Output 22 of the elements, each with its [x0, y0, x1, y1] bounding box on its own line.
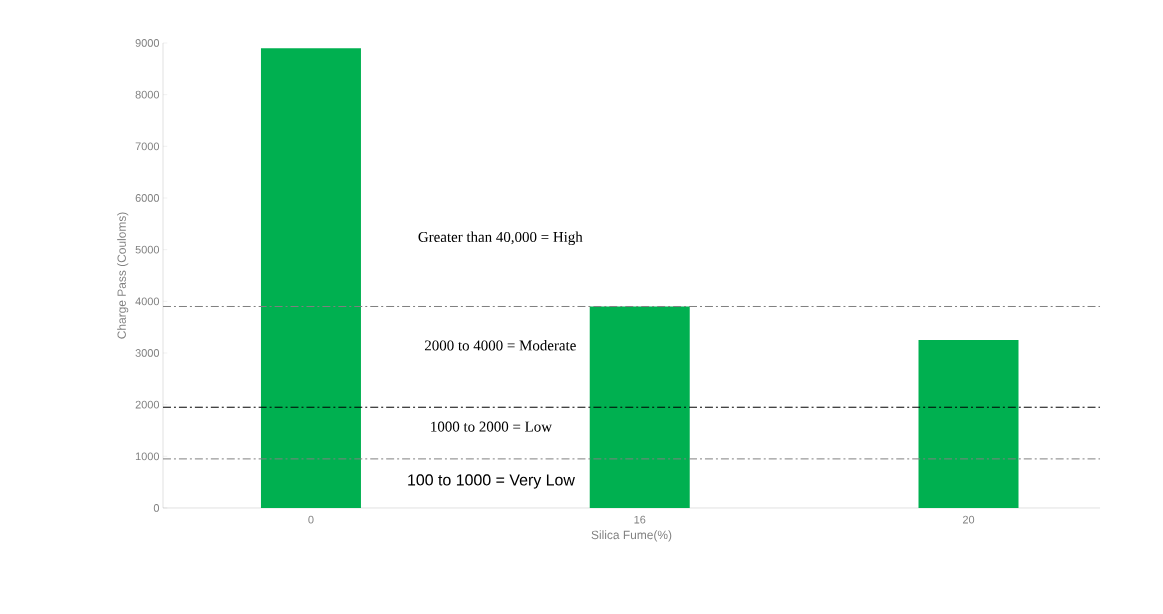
- x-tick-label: 0: [308, 515, 314, 524]
- y-tick-label: 6000: [135, 194, 160, 202]
- annotation: 1000 to 2000 = Low: [431, 421, 552, 432]
- y-axis-title: Charge Pass (Couloms): [117, 212, 129, 339]
- annotation: 2000 to 4000 = Moderate: [424, 339, 576, 351]
- y-tick-label: 9000: [135, 39, 160, 47]
- bar: [260, 48, 361, 508]
- annotation: 100 to 1000 = Very Low: [408, 474, 575, 489]
- x-tick-label: 16: [634, 515, 646, 524]
- x-axis-title: Silica Fume(%): [591, 530, 672, 542]
- bar: [589, 306, 690, 508]
- y-tick-label: 1000: [135, 452, 160, 461]
- bar: [918, 340, 1019, 508]
- y-tick-label: 7000: [135, 142, 160, 151]
- x-tick-label: 20: [962, 515, 975, 524]
- y-tick-label: 3000: [135, 349, 160, 357]
- y-tick-label: 0: [153, 504, 160, 512]
- y-tick-label: 2000: [135, 400, 160, 409]
- annotation: Greater than 40,000 = High: [418, 231, 583, 246]
- y-tick-label: 8000: [135, 90, 160, 99]
- y-tick-label: 4000: [135, 297, 160, 306]
- y-tick-label: 5000: [135, 245, 160, 254]
